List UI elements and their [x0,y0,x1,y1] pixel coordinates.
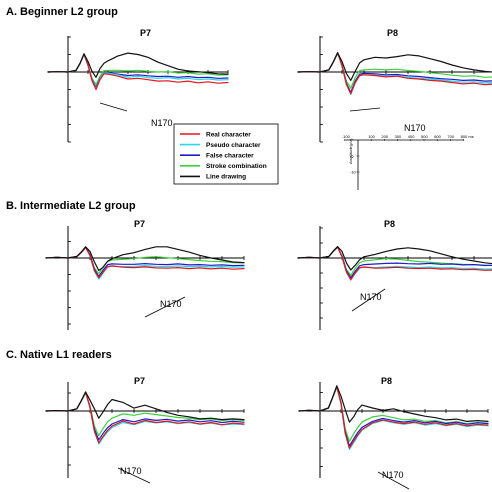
series-false-character [297,52,492,93]
erp-panels: P7 N170 P8 N170 P7 N170 P8 N170 P7 N170 P8 N170 [45,28,492,490]
n170-arrow [351,288,386,312]
n170-label: N170 [160,299,182,309]
series-false-character [297,246,492,279]
scale-x-tick-label: 600 [434,134,441,139]
section-title-native: C. Native L1 readers [6,349,112,361]
series-stroke-combination [45,247,245,275]
panel-title: P8 [387,28,398,38]
section-title-intermediate: B. Intermediate L2 group [6,200,136,212]
series-pseudo-character [297,52,492,95]
series-real-character [297,52,492,95]
series-line-drawing [47,52,229,78]
scale-x-tick-label: -100 [342,134,351,139]
n170-arrow [349,107,381,112]
n170-label: N170 [382,470,404,480]
legend: Real character Pseudo character False char… [173,123,279,185]
series-stroke-combination [297,246,492,276]
n170-label: N170 [360,292,382,302]
erp-panel-p8: P8 N170 [297,28,492,143]
scale-x-tick-label: 500 [421,134,428,139]
scale-x-tick-label: 800 ms [461,134,474,139]
series-stroke-combination [47,54,229,86]
series-line-drawing [297,52,492,81]
legend-label: False character [206,153,254,160]
panel-title: P8 [384,219,395,229]
panel-title: P7 [134,376,145,386]
legend-label: Stroke combination [206,163,267,170]
section-title-beginner: A. Beginner L2 group [6,6,118,18]
series-stroke-combination [298,386,489,442]
series-stroke-combination [45,392,245,437]
legend-label: Line drawing [206,174,246,181]
n170-arrow [144,296,186,318]
legend-label: Pseudo character [206,142,261,149]
erp-panel-p7: P7 N170 [45,376,245,484]
scale-bar: -100 100 200 300 400 500 600 700 800 ms -5 -10 Ampl… [342,134,474,190]
n170-arrow [377,471,410,490]
n170-arrow [117,467,151,484]
scale-x-tick-label: 700 [447,134,454,139]
series-false-character [45,392,245,441]
n170-label: N170 [404,123,426,133]
scale-x-tick-label: 200 [381,134,388,139]
series-real-character [45,246,245,279]
n170-label: N170 [120,466,142,476]
series-line-drawing [298,385,489,423]
series-line-drawing [45,391,245,421]
scale-y-tick-label: -10 [350,170,357,175]
series-line-drawing [45,246,245,272]
erp-panel-p8: P8 N170 [298,376,489,490]
erp-panel-p7: P7 N170 [45,219,245,330]
panel-title: P7 [134,219,145,229]
panel-title: P8 [381,376,392,386]
erp-panel-p7: P7 N170 [47,28,229,143]
series-false-character [298,386,489,447]
n170-label: N170 [151,118,173,128]
panel-title: P7 [140,28,151,38]
scale-y-title: Amplitude(μV) [348,138,353,164]
legend-label: Real character [206,131,251,138]
scale-x-tick-label: 300 [395,134,402,139]
series-real-character [45,391,245,444]
scale-x-tick-label: 400 [408,134,415,139]
series-line-drawing [297,246,492,271]
n170-arrow [99,102,128,112]
scale-y-tick-label: -5 [350,154,354,159]
scale-x-tick-label: 100 [368,134,375,139]
erp-panel-p8: P8 N170 [297,219,492,330]
